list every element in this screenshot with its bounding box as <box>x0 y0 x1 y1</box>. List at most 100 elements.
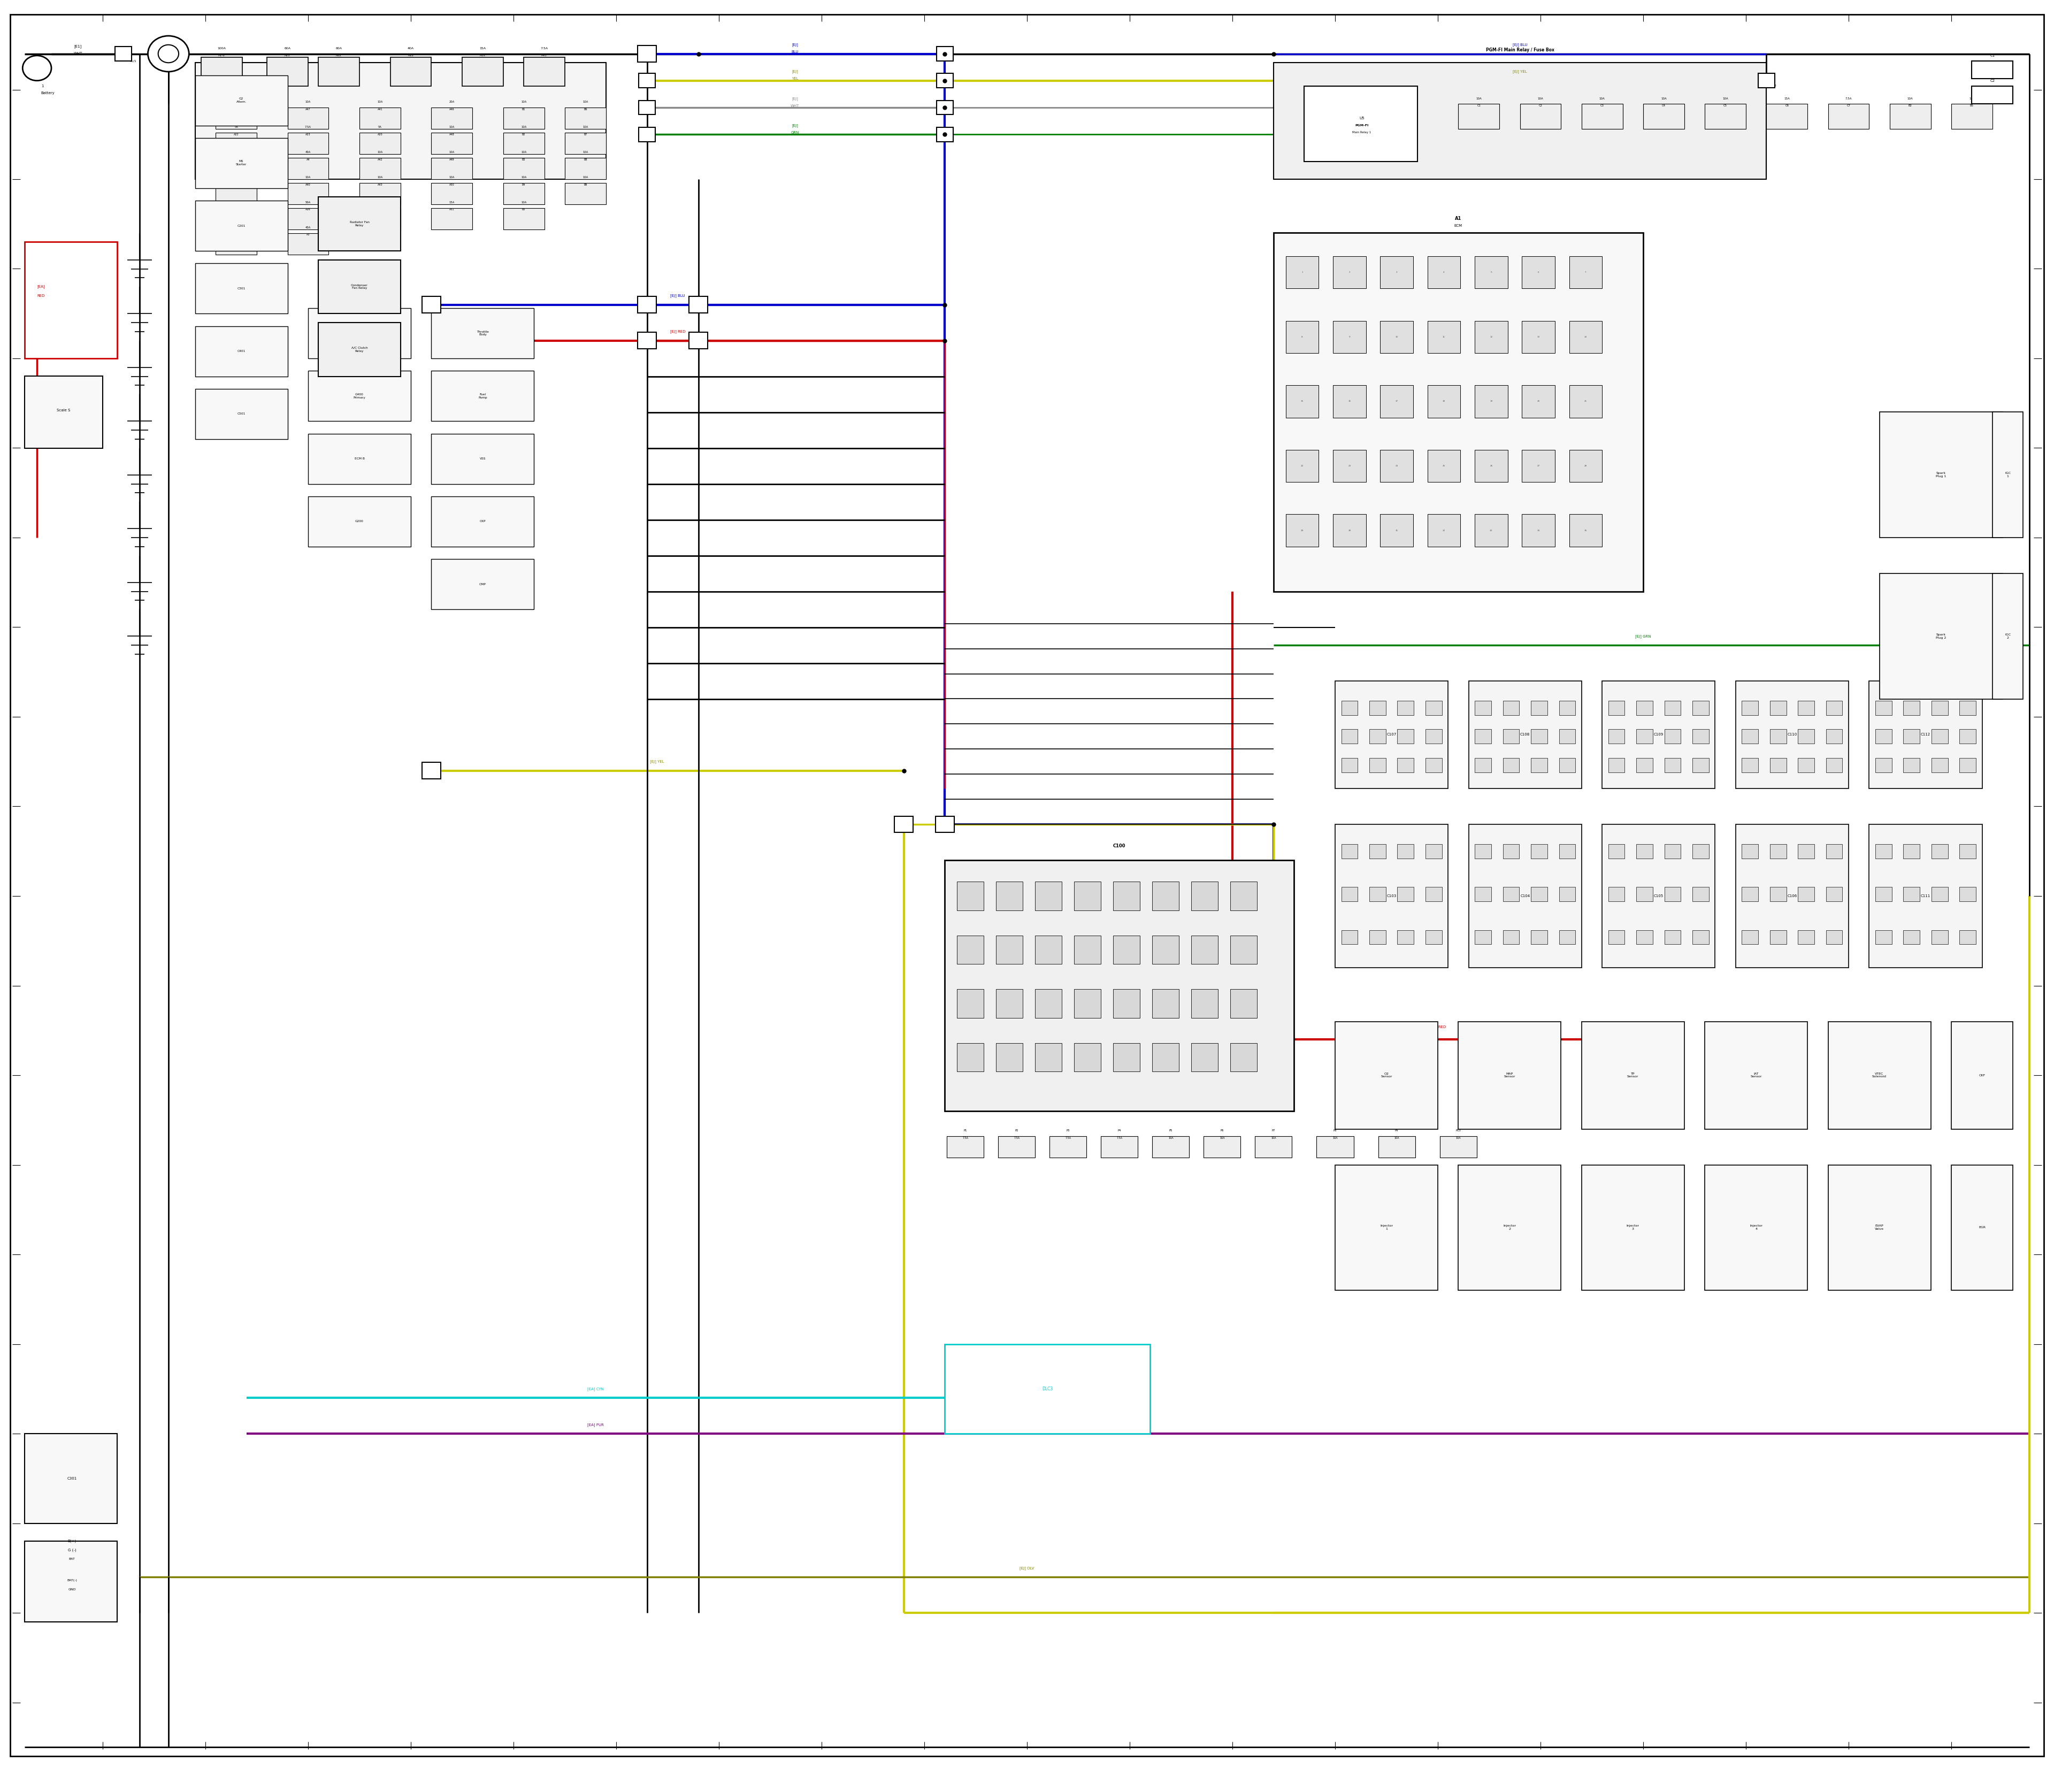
Bar <box>1475 321 1508 353</box>
Bar <box>1960 758 1976 772</box>
Bar <box>639 47 655 61</box>
Text: EVAP
Valve: EVAP Valve <box>1875 1224 1884 1231</box>
Text: BLU: BLU <box>791 50 799 54</box>
Text: TP
Sensor: TP Sensor <box>1627 1072 1639 1079</box>
Text: [EJ]: [EJ] <box>791 97 799 100</box>
Bar <box>1797 844 1814 858</box>
Text: B2: B2 <box>522 133 526 136</box>
Bar <box>25 376 103 448</box>
Bar <box>115 47 131 61</box>
Text: G200: G200 <box>355 520 364 523</box>
Bar <box>1113 935 1140 964</box>
Text: B6: B6 <box>583 108 587 111</box>
Bar <box>1826 844 1842 858</box>
Bar <box>1380 321 1413 353</box>
Bar <box>1530 930 1547 944</box>
Bar <box>359 183 401 204</box>
Bar <box>524 57 565 86</box>
Bar <box>1475 450 1508 482</box>
Bar <box>431 308 534 358</box>
Text: C201: C201 <box>238 224 244 228</box>
Text: C105: C105 <box>1653 894 1664 898</box>
Bar <box>1425 729 1442 744</box>
Bar <box>1992 573 2023 699</box>
Bar <box>1692 758 1709 772</box>
Text: IGC
1: IGC 1 <box>2005 471 2011 478</box>
Text: C109: C109 <box>1653 733 1664 737</box>
Bar <box>423 763 442 778</box>
Bar <box>1530 701 1547 715</box>
Bar <box>1771 729 1787 744</box>
Text: 7.5A: 7.5A <box>1066 1136 1070 1140</box>
Bar <box>1664 887 1680 901</box>
Bar <box>216 158 257 179</box>
Text: C112: C112 <box>1920 733 1931 737</box>
Bar <box>1475 844 1491 858</box>
Bar <box>1458 104 1499 129</box>
Text: A44: A44 <box>378 208 382 211</box>
Text: 19: 19 <box>1489 400 1493 403</box>
Bar <box>957 989 984 1018</box>
Text: C2: C2 <box>1990 79 1994 82</box>
Text: Ignition
Switch: Ignition Switch <box>353 330 366 337</box>
Bar <box>1475 385 1508 418</box>
Text: 59: 59 <box>949 84 953 88</box>
Bar <box>503 208 544 229</box>
Bar <box>957 935 984 964</box>
Text: 10A: 10A <box>1333 1136 1337 1140</box>
Text: C301: C301 <box>68 1477 76 1480</box>
Bar <box>1705 1021 1808 1129</box>
Bar <box>1230 935 1257 964</box>
Bar <box>423 296 442 312</box>
Text: C103: C103 <box>1386 894 1397 898</box>
Bar <box>996 1043 1023 1072</box>
Text: A19: A19 <box>481 54 485 57</box>
Bar <box>1370 930 1386 944</box>
Bar <box>1692 729 1709 744</box>
Text: 100A: 100A <box>218 47 226 50</box>
Bar <box>1742 758 1758 772</box>
Bar <box>1559 930 1575 944</box>
Bar <box>1797 729 1814 744</box>
Bar <box>1113 882 1140 910</box>
Text: 60A: 60A <box>335 47 343 50</box>
Bar <box>1380 385 1413 418</box>
Bar <box>503 108 544 129</box>
Text: C110: C110 <box>1787 733 1797 737</box>
Bar <box>1191 935 1218 964</box>
Bar <box>1951 1021 2013 1129</box>
Bar <box>1904 701 1920 715</box>
Bar <box>1771 701 1787 715</box>
Text: DLC3: DLC3 <box>1041 1387 1054 1391</box>
Text: YEL: YEL <box>791 77 799 81</box>
Text: ECM B: ECM B <box>355 457 364 461</box>
Bar <box>957 882 984 910</box>
Bar <box>1960 729 1976 744</box>
Bar <box>1191 1043 1218 1072</box>
Bar <box>308 308 411 358</box>
Text: 34: 34 <box>1536 529 1540 532</box>
Text: P2: P2 <box>1015 1129 1019 1133</box>
Bar <box>639 73 655 88</box>
Bar <box>1370 701 1386 715</box>
Text: 40A: 40A <box>306 151 310 154</box>
Bar <box>1569 256 1602 289</box>
Bar <box>1425 887 1442 901</box>
Bar <box>1341 701 1358 715</box>
Text: 22: 22 <box>1300 464 1304 468</box>
Text: C501: C501 <box>238 412 244 416</box>
Text: 31: 31 <box>1395 529 1399 532</box>
Text: C100: C100 <box>1113 844 1126 848</box>
Bar <box>565 158 606 179</box>
Text: 23: 23 <box>1347 464 1352 468</box>
Text: P3: P3 <box>1066 1129 1070 1133</box>
Bar <box>1475 514 1508 547</box>
Bar <box>1333 256 1366 289</box>
Bar <box>1397 701 1413 715</box>
Bar <box>216 108 257 129</box>
Bar <box>1428 385 1460 418</box>
Bar <box>1035 882 1062 910</box>
Text: A43: A43 <box>378 183 382 186</box>
Text: U5: U5 <box>1360 116 1364 120</box>
Bar <box>216 183 257 204</box>
